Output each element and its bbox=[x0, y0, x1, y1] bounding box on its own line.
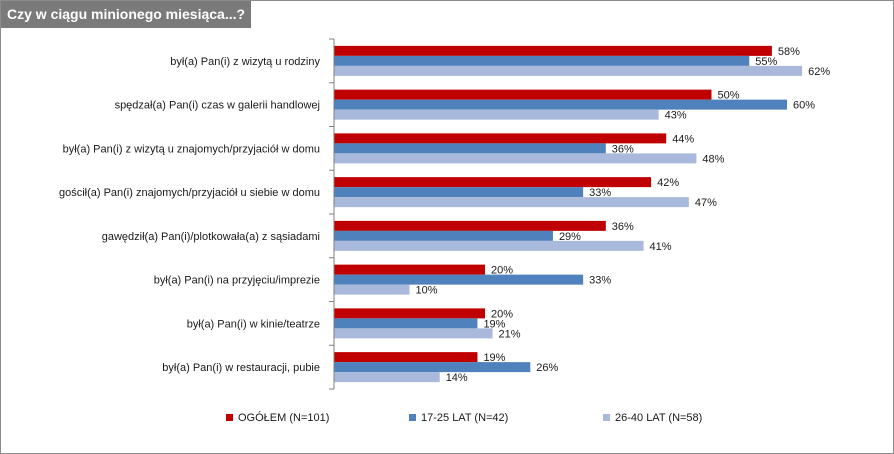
category-label: gościł(a) Pan(i) znajomych/przyjaciół u … bbox=[59, 187, 320, 199]
bar-series-2 bbox=[334, 230, 553, 241]
data-label: 10% bbox=[416, 285, 438, 297]
bar-series-3 bbox=[334, 65, 803, 76]
bar-series-1 bbox=[334, 220, 606, 231]
legend-swatch-series-1 bbox=[226, 414, 233, 421]
category-label: był(a) Pan(i) w restauracji, pubie bbox=[162, 362, 320, 374]
data-label: 41% bbox=[650, 241, 672, 253]
data-label: 21% bbox=[499, 328, 521, 340]
category-axis bbox=[329, 38, 335, 390]
data-label: 43% bbox=[665, 110, 687, 122]
bar-series-3 bbox=[334, 372, 440, 383]
bar-series-2 bbox=[334, 55, 750, 66]
legend-label-series-2: 17-25 LAT (N=42) bbox=[421, 412, 508, 424]
data-label: 48% bbox=[702, 153, 724, 165]
data-label: 19% bbox=[483, 352, 505, 364]
bar-series-3 bbox=[334, 240, 644, 251]
data-label: 36% bbox=[612, 221, 634, 233]
data-label: 58% bbox=[778, 46, 800, 58]
bar-series-3 bbox=[334, 109, 659, 120]
bar-series-1 bbox=[334, 89, 712, 100]
bar-series-3 bbox=[334, 284, 410, 295]
data-label: 55% bbox=[755, 56, 777, 68]
legend-swatch-series-2 bbox=[409, 414, 416, 421]
category-label: był(a) Pan(i) z wizytą u rodziny bbox=[170, 56, 320, 68]
bar-series-2 bbox=[334, 318, 478, 329]
data-label: 33% bbox=[589, 275, 611, 287]
category-labels-group: był(a) Pan(i) z wizytą u rodziny spędzał(… bbox=[59, 56, 321, 374]
legend-label-series-1: OGÓŁEM (N=101) bbox=[238, 411, 329, 424]
bar-series-1 bbox=[334, 177, 652, 188]
bar-series-2 bbox=[334, 362, 531, 373]
data-label: 26% bbox=[536, 362, 558, 374]
bar-series-2 bbox=[334, 274, 584, 285]
bar-series-1 bbox=[334, 352, 478, 363]
bar-series-1 bbox=[334, 264, 485, 275]
data-label: 33% bbox=[589, 187, 611, 199]
category-label: gawędził(a) Pan(i)/plotkowała(a) z sąsia… bbox=[102, 231, 320, 243]
category-label: był(a) Pan(i) w kinie/teatrze bbox=[187, 318, 320, 330]
bar-series-3 bbox=[334, 328, 493, 339]
category-label: spędzał(a) Pan(i) czas w galerii handlow… bbox=[115, 100, 320, 112]
bars-group bbox=[334, 45, 803, 383]
chart-title: Czy w ciągu minionego miesiąca...? bbox=[1, 1, 252, 28]
data-label: 29% bbox=[559, 231, 581, 243]
data-labels-group: 58%55% 62% 50% 60% 43% 44% 36% 48% 42% 33% 47% 36% 2… bbox=[416, 46, 831, 384]
category-label: był(a) Pan(i) z wizytą u znajomych/przyj… bbox=[63, 143, 320, 155]
data-label: 19% bbox=[483, 318, 505, 330]
data-label: 36% bbox=[612, 143, 634, 155]
bar-series-1 bbox=[334, 308, 485, 319]
bar-series-2 bbox=[334, 187, 584, 198]
bar-series-3 bbox=[334, 153, 697, 164]
legend-label-series-3: 26-40 LAT (N=58) bbox=[615, 412, 702, 424]
data-label: 20% bbox=[491, 265, 513, 277]
bar-series-1 bbox=[334, 133, 667, 144]
legend: OGÓŁEM (N=101) 17-25 LAT (N=42) 26-40 LAT … bbox=[226, 411, 702, 424]
data-label: 14% bbox=[446, 372, 468, 384]
data-label: 42% bbox=[657, 177, 679, 189]
category-label: był(a) Pan(i) na przyjęciu/imprezie bbox=[154, 275, 320, 287]
data-label: 44% bbox=[672, 133, 694, 145]
bar-series-2 bbox=[334, 143, 606, 154]
bar-series-2 bbox=[334, 99, 787, 110]
data-label: 62% bbox=[808, 66, 830, 78]
data-label: 60% bbox=[793, 100, 815, 112]
data-label: 50% bbox=[718, 90, 740, 102]
data-label: 47% bbox=[695, 197, 717, 209]
bar-series-1 bbox=[334, 45, 772, 56]
data-label: 20% bbox=[491, 308, 513, 320]
legend-swatch-series-3 bbox=[603, 414, 610, 421]
bar-series-3 bbox=[334, 197, 689, 208]
